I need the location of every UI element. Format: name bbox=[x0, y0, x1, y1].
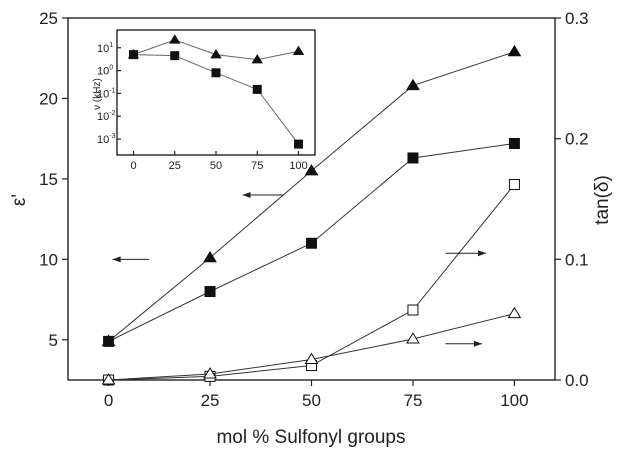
arrow-head bbox=[478, 250, 487, 257]
inset-y-tick-label: 10-3 bbox=[97, 133, 116, 146]
arrow-head bbox=[473, 340, 482, 347]
y-tick-label-left: 25 bbox=[39, 9, 58, 28]
filled-square-marker bbox=[306, 237, 317, 249]
inset-series-line-1 bbox=[133, 54, 299, 145]
inset-frame bbox=[116, 29, 316, 156]
x-tick-label: 50 bbox=[302, 391, 321, 410]
filled-triangle-marker bbox=[507, 44, 522, 57]
inset-series bbox=[127, 34, 305, 149]
filled-square-marker bbox=[204, 286, 216, 298]
x-axis-title: mol % Sulfonyl groups bbox=[216, 427, 405, 448]
main-axes: 0 25 50 75 100 5 10 15 20 25 0.0 0.1 0.2 0.3 bbox=[39, 9, 589, 410]
series-line-0 bbox=[108, 51, 515, 342]
filled-triangle-marker bbox=[304, 163, 319, 176]
y-tick-label-left: 10 bbox=[39, 250, 58, 269]
open-triangle-marker bbox=[304, 352, 319, 364]
y-axis-title-left: ε' bbox=[9, 194, 30, 206]
filled-triangle-marker bbox=[169, 34, 181, 44]
x-tick-label: 0 bbox=[104, 391, 113, 410]
x-tick-label: 100 bbox=[500, 391, 528, 410]
filled-square-marker bbox=[103, 335, 115, 347]
open-square-marker bbox=[407, 304, 419, 316]
inset-y-tick-label: 10-2 bbox=[97, 110, 116, 123]
y-axis-title-right: tan(δ) bbox=[592, 175, 613, 225]
filled-square-marker bbox=[129, 50, 138, 60]
filled-triangle-marker bbox=[251, 54, 263, 64]
open-square-marker bbox=[508, 179, 520, 191]
inset-x-tick-label: 0 bbox=[130, 160, 136, 172]
inset-x-tick-label: 100 bbox=[289, 160, 307, 172]
inset-y-axis-title: ν (kHz) bbox=[92, 78, 103, 110]
main-series bbox=[101, 44, 522, 386]
open-triangle-marker bbox=[507, 306, 522, 319]
open-triangle-marker bbox=[101, 373, 116, 385]
inset-y-tick-label: 100 bbox=[97, 65, 113, 78]
y-tick-label-right: 0.3 bbox=[565, 9, 589, 28]
open-triangle-marker bbox=[203, 367, 217, 379]
y-tick-label-right: 0.2 bbox=[565, 130, 589, 149]
filled-triangle-marker bbox=[203, 250, 217, 263]
inset-axes: 0 25 50 75 100 10-3 10-2 10-1 100 101 bbox=[97, 42, 308, 172]
filled-square-marker bbox=[294, 139, 303, 149]
y-tick-label-right: 0.1 bbox=[565, 250, 589, 269]
filled-triangle-marker bbox=[210, 48, 222, 59]
filled-square-marker bbox=[407, 152, 419, 164]
inset-y-tick-label: 10-1 bbox=[97, 87, 116, 100]
y-tick-label-left: 5 bbox=[49, 331, 58, 350]
x-tick-label: 75 bbox=[403, 391, 422, 410]
y-tick-label-left: 20 bbox=[39, 89, 58, 108]
filled-triangle-marker bbox=[406, 78, 420, 91]
x-tick-label: 25 bbox=[201, 391, 220, 410]
filled-square-marker bbox=[252, 84, 262, 94]
series-line-2 bbox=[108, 184, 515, 381]
filled-triangle-marker bbox=[292, 45, 305, 55]
open-triangle-marker bbox=[406, 332, 420, 344]
inset-x-tick-label: 25 bbox=[169, 160, 181, 172]
y-tick-label-left: 15 bbox=[39, 170, 58, 189]
arrow-head bbox=[112, 256, 121, 263]
main-arrows bbox=[112, 191, 487, 347]
y-tick-label-right: 0.0 bbox=[565, 371, 589, 390]
inset-x-tick-label: 75 bbox=[251, 160, 263, 172]
filled-square-marker bbox=[170, 51, 180, 61]
filled-square-marker bbox=[508, 137, 520, 149]
inset-x-tick-label: 50 bbox=[210, 160, 222, 172]
filled-square-marker bbox=[211, 68, 221, 78]
inset-y-tick-label: 101 bbox=[97, 42, 113, 55]
arrow-head bbox=[242, 191, 251, 198]
